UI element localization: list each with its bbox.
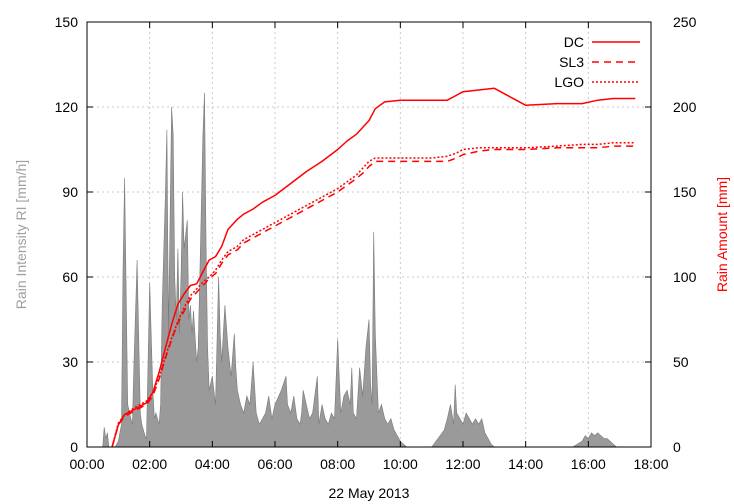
- left-y-tick-label: 30: [62, 354, 78, 370]
- left-y-tick-label: 60: [62, 269, 78, 285]
- amount-series-layer: [111, 87, 636, 448]
- legend-label-dc: DC: [564, 34, 584, 50]
- plot-frame: [86, 21, 652, 448]
- x-tick-label: 18:00: [633, 456, 668, 472]
- intensity-area-layer: [87, 92, 630, 448]
- legend-label-sl3: SL3: [559, 54, 584, 70]
- x-tick-label: 10:00: [383, 456, 418, 472]
- right-y-axis-ticks: 0 50 100 150 200 250: [645, 14, 697, 455]
- series-line-dc: [111, 87, 636, 448]
- x-tick-label: 06:00: [257, 456, 292, 472]
- legend-label-lgo: LGO: [554, 74, 584, 90]
- x-tick-label: 04:00: [195, 456, 230, 472]
- legend: DC SL3 LGO: [554, 34, 640, 90]
- right-y-tick-label: 100: [673, 269, 697, 285]
- left-y-tick-label: 90: [62, 184, 78, 200]
- right-y-tick-label: 0: [673, 439, 681, 455]
- x-tick-label: 00:00: [69, 456, 104, 472]
- x-tick-label: 12:00: [445, 456, 480, 472]
- intensity-area: [87, 92, 630, 448]
- left-y-axis-title: Rain Intensity RI [mm/h]: [13, 160, 29, 309]
- left-y-tick-label: 120: [55, 99, 79, 115]
- right-y-tick-label: 150: [673, 184, 697, 200]
- grid-lines: [87, 22, 651, 447]
- right-y-tick-label: 250: [673, 14, 697, 30]
- x-tick-label: 14:00: [508, 456, 543, 472]
- x-tick-label: 02:00: [132, 456, 167, 472]
- right-y-tick-label: 50: [673, 354, 689, 370]
- x-tick-label: 16:00: [571, 456, 606, 472]
- series-line-sl3: [111, 145, 636, 448]
- x-axis-title: 22 May 2013: [329, 485, 410, 501]
- left-y-tick-label: 0: [70, 439, 78, 455]
- left-y-tick-label: 150: [55, 14, 79, 30]
- right-y-axis-title: Rain Amount [mm]: [714, 177, 730, 292]
- x-axis-ticks: 00:00 02:00 04:00 06:00 08:00 10:00 12:00 14:00…: [69, 22, 669, 472]
- left-y-axis-ticks: 0 30 60 90 120 150: [55, 14, 93, 455]
- x-tick-label: 08:00: [320, 456, 355, 472]
- right-y-tick-label: 200: [673, 99, 697, 115]
